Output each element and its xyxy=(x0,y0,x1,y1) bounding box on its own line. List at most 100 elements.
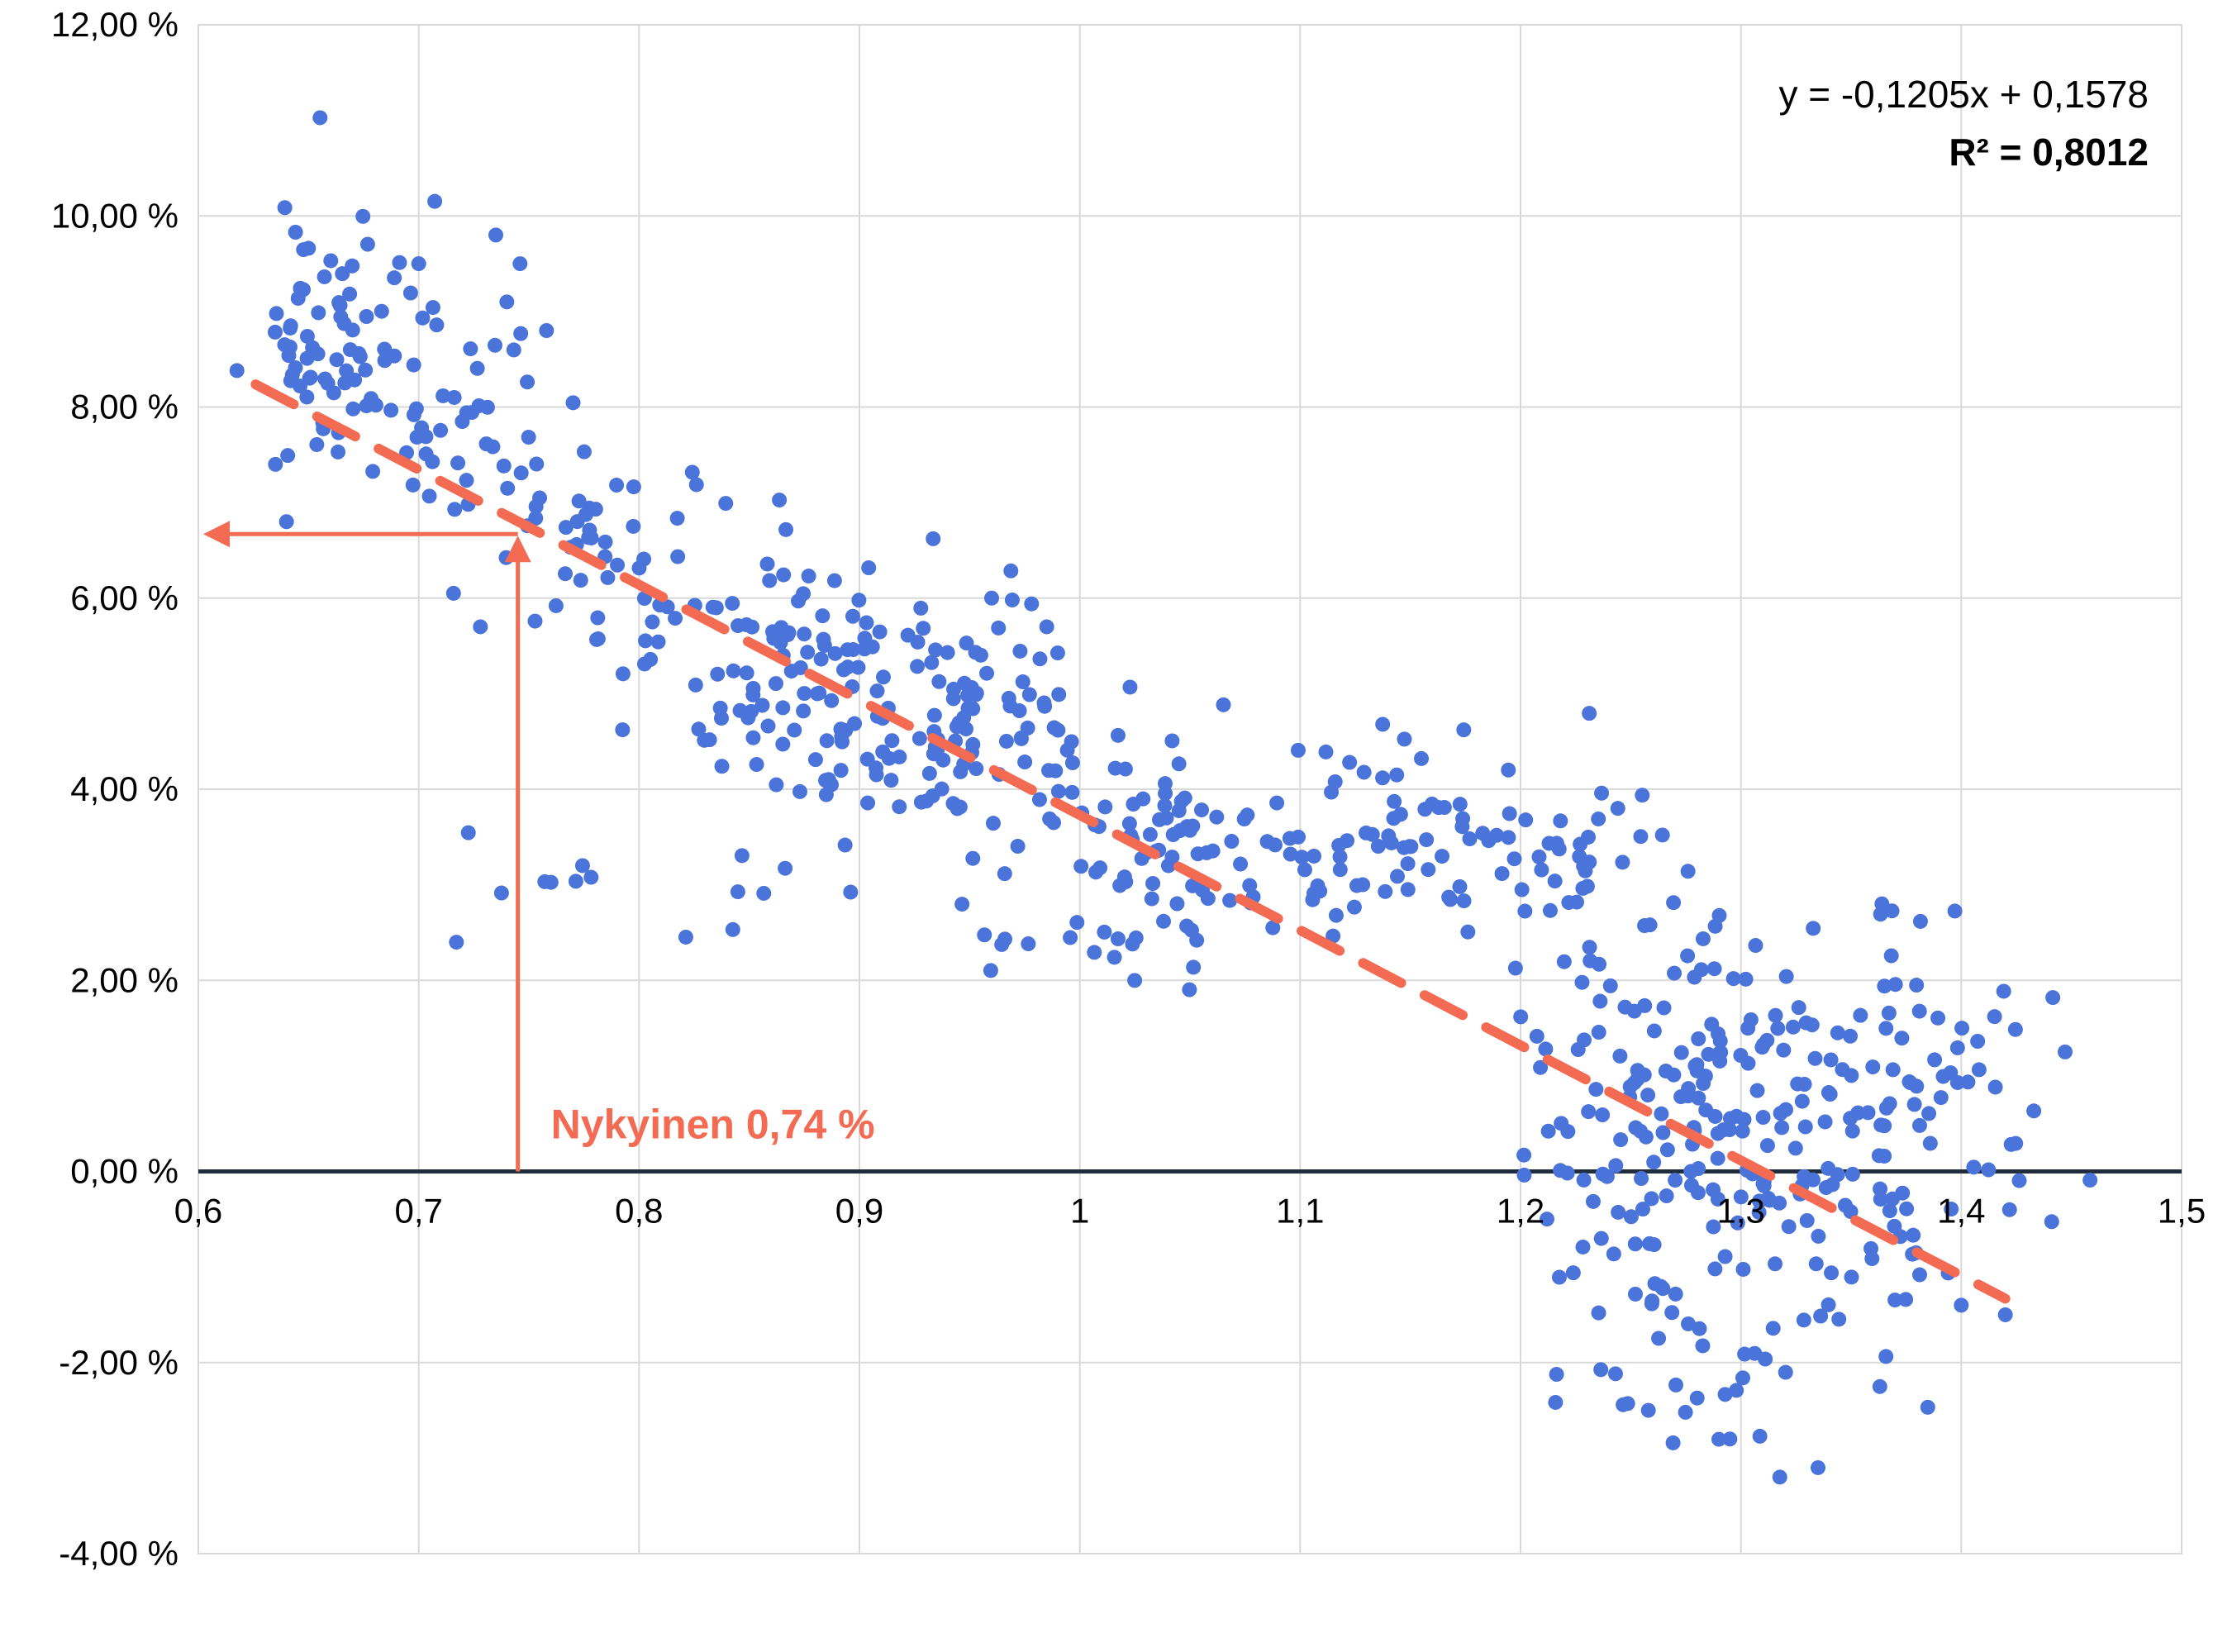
scatter-point xyxy=(1970,1034,1985,1049)
scatter-point xyxy=(2011,1174,2026,1188)
scatter-point xyxy=(1628,1236,1643,1251)
scatter-point xyxy=(497,459,512,474)
scatter-point xyxy=(1909,1078,1924,1093)
scatter-point xyxy=(1844,1068,1859,1083)
scatter-point xyxy=(965,851,980,866)
scatter-point xyxy=(1640,1088,1655,1102)
scatter-point xyxy=(1575,881,1590,896)
scatter-point xyxy=(1778,1102,1793,1117)
scatter-point xyxy=(1698,1102,1713,1117)
scatter-point xyxy=(616,666,631,681)
x-tick-label: 0,7 xyxy=(394,1192,442,1231)
scatter-point xyxy=(821,772,836,787)
scatter-point xyxy=(488,227,503,242)
scatter-point xyxy=(1002,698,1017,713)
scatter-point xyxy=(1776,1043,1791,1058)
scatter-point xyxy=(808,752,823,767)
scatter-point xyxy=(816,632,831,647)
scatter-point xyxy=(1813,1309,1828,1324)
scatter-point xyxy=(1681,864,1696,878)
scatter-point xyxy=(364,391,378,406)
scatter-point xyxy=(1766,1321,1781,1335)
scatter-point xyxy=(688,678,703,693)
scatter-point xyxy=(834,763,849,778)
scatter-point xyxy=(409,402,424,417)
scatter-point xyxy=(1571,1042,1586,1057)
scatter-point xyxy=(1552,1270,1567,1285)
scatter-point xyxy=(1954,1297,1968,1312)
scatter-point xyxy=(1691,1161,1706,1176)
scatter-point xyxy=(1457,893,1472,908)
scatter-point xyxy=(1463,831,1478,846)
scatter-point xyxy=(1390,869,1405,883)
scatter-point xyxy=(731,884,745,899)
scatter-point xyxy=(1182,983,1197,997)
scatter-point xyxy=(1173,823,1188,838)
scatter-point xyxy=(1393,807,1408,821)
scatter-point xyxy=(609,478,624,493)
scatter-point xyxy=(1912,1268,1927,1283)
scatter-point xyxy=(860,796,875,811)
scatter-point xyxy=(911,635,926,650)
y-tick-label: 10,00 % xyxy=(51,196,178,235)
scatter-point xyxy=(1560,1166,1575,1181)
scatter-point xyxy=(797,686,812,701)
scatter-point xyxy=(1678,1405,1693,1420)
scatter-point xyxy=(1748,938,1763,953)
scatter-point xyxy=(532,490,547,505)
scatter-point xyxy=(1753,1429,1768,1444)
scatter-point xyxy=(311,346,326,361)
scatter-point xyxy=(1143,827,1158,842)
scatter-point xyxy=(360,237,375,252)
scatter-point xyxy=(997,931,1012,946)
scatter-point xyxy=(1534,863,1549,878)
scatter-point xyxy=(927,708,942,723)
scatter-point xyxy=(1328,774,1343,789)
scatter-chart: Nykyinen 0,74 % 0,60,70,80,911,11,21,31,… xyxy=(0,0,2237,1652)
scatter-point xyxy=(1199,845,1214,860)
scatter-point xyxy=(1798,1120,1813,1135)
scatter-point xyxy=(1641,1403,1656,1418)
scatter-point xyxy=(1495,866,1510,881)
x-tick-label: 0,6 xyxy=(174,1192,222,1231)
scatter-point xyxy=(1371,839,1386,854)
scatter-point xyxy=(916,621,930,636)
scatter-point xyxy=(1628,1287,1643,1302)
scatter-point xyxy=(762,573,777,588)
scatter-point xyxy=(914,795,929,810)
scatter-point xyxy=(760,719,775,734)
x-tick-label: 1,2 xyxy=(1497,1192,1544,1231)
scatter-point xyxy=(800,645,815,659)
scatter-point xyxy=(1357,764,1372,779)
scatter-point xyxy=(1118,762,1133,777)
scatter-point xyxy=(269,306,284,321)
scatter-point xyxy=(1657,1001,1672,1016)
scatter-point xyxy=(1750,1083,1765,1098)
scatter-point xyxy=(1135,792,1150,807)
scatter-point xyxy=(845,642,860,657)
scatter-point xyxy=(312,110,327,125)
scatter-point xyxy=(1754,1040,1769,1055)
scatter-point xyxy=(1097,799,1112,814)
scatter-point xyxy=(1824,1265,1839,1280)
scatter-point xyxy=(1997,983,2011,998)
scatter-point xyxy=(1088,864,1103,879)
scatter-point xyxy=(281,348,296,363)
scatter-point xyxy=(983,963,998,978)
scatter-point xyxy=(351,346,366,361)
scatter-point xyxy=(280,448,295,463)
scatter-point xyxy=(1825,1177,1840,1192)
scatter-point xyxy=(447,390,462,405)
scatter-point xyxy=(1419,832,1434,847)
scatter-point xyxy=(1912,1118,1927,1133)
scatter-point xyxy=(1069,915,1084,930)
scatter-point xyxy=(1654,1279,1668,1294)
scatter-point xyxy=(1736,1112,1751,1127)
scatter-point xyxy=(1874,897,1889,912)
scatter-point xyxy=(392,255,407,270)
scatter-point xyxy=(1005,593,1020,607)
scatter-point xyxy=(769,676,783,691)
scatter-point xyxy=(1913,914,1928,929)
scatter-point xyxy=(689,477,704,492)
scatter-point xyxy=(365,464,380,478)
